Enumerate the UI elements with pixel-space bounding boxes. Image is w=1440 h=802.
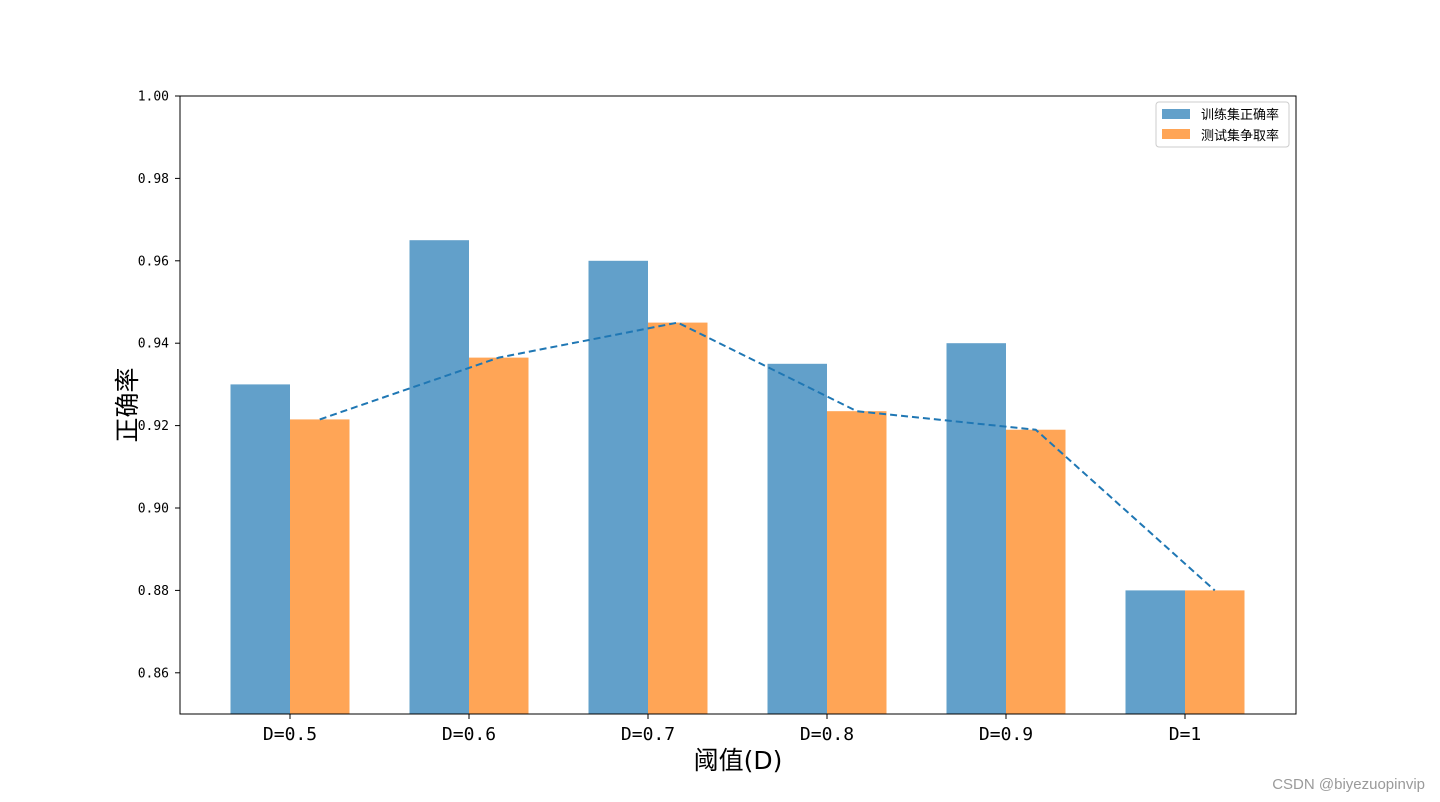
x-axis: D=0.5 D=0.6 D=0.7 D=0.8 D=0.9 D=1 [263, 714, 1201, 745]
legend-swatch-train [1162, 109, 1190, 119]
legend: 训练集正确率 测试集争取率 [1155, 101, 1290, 148]
legend-label-train: 训练集正确率 [1201, 107, 1279, 123]
y-tick-label-6: 0.98 [138, 172, 169, 187]
watermark: CSDN @biyezuopinvip [1272, 776, 1425, 793]
trend-line [319, 321, 1216, 592]
bar-train-1 [409, 240, 469, 714]
bar-train-2 [588, 260, 648, 714]
y-tick-label-1: 0.88 [138, 584, 169, 599]
bar-train-4 [946, 343, 1006, 714]
trend-line-layer [319, 321, 1216, 592]
x-tick-label-2: D=0.7 [621, 724, 675, 745]
legend-label-test: 测试集争取率 [1201, 128, 1279, 144]
y-tick-label-0: 0.86 [138, 666, 169, 681]
y-tick-label-3: 0.92 [138, 419, 169, 434]
y-tick-label-2: 0.90 [138, 502, 169, 517]
bar-train-0 [230, 384, 290, 714]
bar-test-5 [1185, 590, 1245, 714]
bars-layer [230, 240, 1245, 714]
bar-test-1 [469, 357, 529, 714]
y-axis-label: 正确率 [113, 367, 142, 442]
bar-test-3 [827, 411, 887, 714]
plot-frame [179, 95, 1297, 715]
x-tick-label-0: D=0.5 [263, 724, 317, 745]
y-axis: 0.86 0.88 0.90 0.92 0.94 0.96 0.98 1.00 [138, 90, 180, 681]
y-tick-label-5: 0.96 [138, 254, 169, 269]
x-tick-label-5: D=1 [1169, 724, 1202, 745]
x-tick-label-3: D=0.8 [800, 724, 854, 745]
legend-swatch-test [1162, 129, 1190, 139]
bar-test-0 [290, 419, 350, 714]
bar-test-4 [1006, 429, 1066, 714]
y-tick-label-7: 1.00 [138, 90, 169, 105]
x-tick-label-1: D=0.6 [442, 724, 496, 745]
x-tick-label-4: D=0.9 [979, 724, 1033, 745]
bar-train-5 [1125, 590, 1185, 714]
x-axis-label: 阈值(D) [694, 746, 783, 775]
y-tick-label-4: 0.94 [138, 337, 169, 352]
bar-train-3 [767, 363, 827, 714]
bar-test-2 [648, 322, 708, 714]
